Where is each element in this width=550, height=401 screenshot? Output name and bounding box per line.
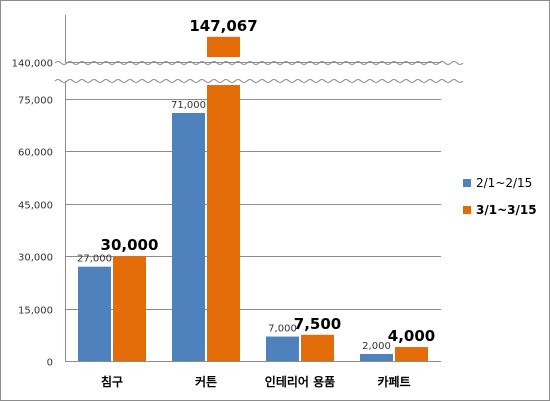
y-tick-label-3: 45,000	[18, 201, 53, 212]
data-label-0-1: 71,000	[171, 100, 206, 111]
x-category-label-3: 카페트	[377, 374, 410, 389]
y-tick-label-6: 140,000	[12, 59, 53, 70]
legend-swatch-0	[463, 179, 471, 187]
data-label-1-2: 7,500	[294, 315, 341, 333]
axis-break-band	[55, 63, 455, 81]
data-label-1-0: 30,000	[101, 236, 159, 254]
bar-1-0	[113, 256, 146, 361]
axis-break-wave-top	[54, 61, 464, 65]
bar-0-1	[172, 112, 205, 362]
y-tick-label-5: 75,000	[18, 96, 53, 107]
legend-label-1: 3/1~3/15	[476, 203, 537, 217]
data-label-1-1: 147,067	[189, 17, 257, 35]
bar-0-0	[78, 266, 111, 361]
data-label-0-0: 27,000	[77, 254, 112, 265]
y-tick-label-2: 30,000	[18, 253, 53, 264]
legend-label-0: 2/1~2/15	[476, 176, 532, 190]
axis-break-wave-bottom	[54, 79, 464, 83]
y-tick-label-0: 0	[47, 358, 53, 369]
bar-0-3	[360, 354, 393, 361]
data-label-0-2: 7,000	[268, 324, 297, 335]
bar-0-2	[266, 336, 299, 361]
y-tick-label-4: 60,000	[18, 148, 53, 159]
y-tick-label-1: 15,000	[18, 306, 53, 317]
x-category-label-1: 커튼	[195, 374, 217, 389]
x-category-label-0: 침구	[101, 374, 123, 389]
bar-1-2	[301, 334, 334, 361]
data-label-1-3: 4,000	[388, 327, 435, 345]
bar-1-3	[395, 347, 428, 361]
bar-1-1-upper	[207, 36, 240, 57]
bar-1-1-lower	[207, 85, 240, 361]
data-label-0-3: 2,000	[362, 341, 391, 352]
x-category-label-2: 인테리어 용품	[265, 374, 335, 389]
legend-swatch-1	[463, 206, 471, 214]
